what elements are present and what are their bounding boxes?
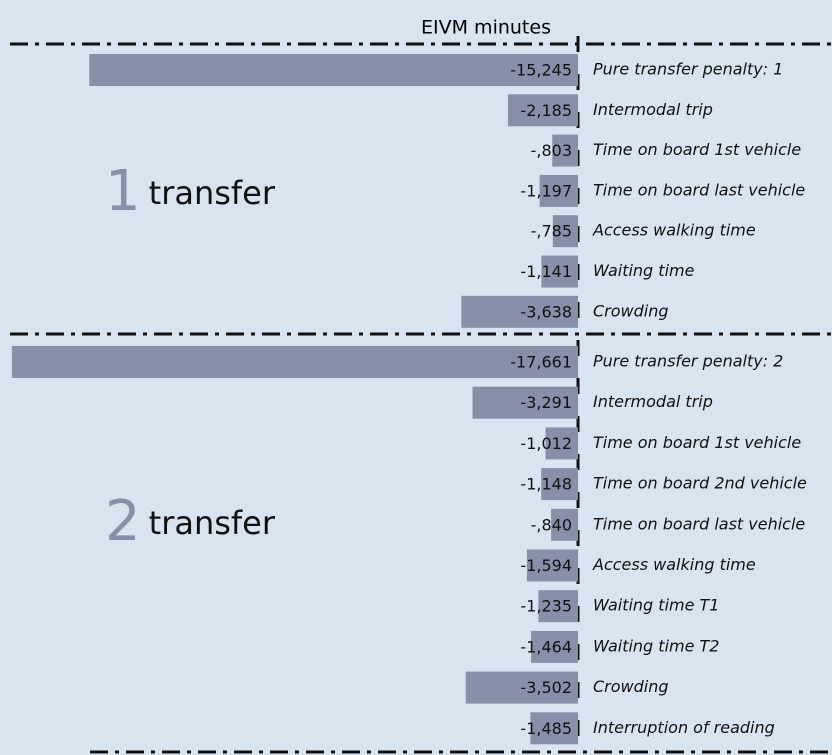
bar: [541, 255, 578, 288]
bar: [11, 346, 579, 378]
category-label: Time on board last vehicle: [593, 180, 805, 199]
category-label: Crowding: [593, 677, 669, 696]
value-label: -3,291: [520, 393, 572, 412]
bar: [541, 468, 578, 501]
group-number: 2: [105, 489, 141, 554]
group-text: transfer: [149, 504, 276, 542]
bar: [552, 134, 578, 167]
value-label: -1,197: [520, 181, 572, 200]
group-text: transfer: [149, 174, 276, 212]
category-label: Time on board last vehicle: [593, 514, 805, 533]
bar: [552, 215, 578, 248]
bar: [472, 386, 578, 419]
value-label: -3,502: [520, 678, 572, 697]
bar: [531, 630, 578, 663]
bar: [507, 94, 578, 127]
value-label: -,840: [531, 515, 572, 534]
value-label: -3,638: [520, 302, 572, 321]
value-label: -1,141: [520, 262, 572, 281]
category-label: Access walking time: [592, 555, 756, 574]
group-number: 1: [105, 159, 141, 224]
value-label: -1,594: [520, 556, 572, 575]
value-label: -1,012: [520, 434, 572, 453]
value-label: -,785: [531, 222, 572, 241]
category-label: Waiting time T1: [593, 596, 719, 615]
value-label: -1,148: [520, 475, 572, 494]
category-label: Intermodal trip: [593, 100, 713, 119]
category-label: Time on board 1st vehicle: [593, 140, 801, 159]
bar: [461, 295, 578, 328]
value-label: -15,245: [510, 61, 572, 80]
bar: [530, 712, 578, 745]
value-label: -2,185: [520, 101, 572, 120]
bar: [526, 549, 578, 582]
category-label: Time on board 2nd vehicle: [593, 474, 807, 493]
bar: [539, 174, 578, 207]
category-label: Crowding: [593, 301, 669, 320]
category-label: Time on board 1st vehicle: [593, 433, 801, 452]
value-label: -1,485: [520, 719, 572, 738]
category-label: Intermodal trip: [593, 392, 713, 411]
category-label: Pure transfer penalty: 2: [593, 352, 783, 371]
category-label: Pure transfer penalty: 1: [593, 60, 783, 79]
value-label: -,803: [531, 141, 572, 160]
value-label: -1,464: [520, 637, 572, 656]
bar: [465, 671, 578, 704]
category-label: Access walking time: [592, 221, 756, 240]
value-label: -1,235: [520, 597, 572, 616]
bar: [538, 590, 578, 623]
bar: [551, 508, 578, 541]
axis-title: EIVM minutes: [421, 17, 551, 39]
bar: [545, 427, 578, 460]
category-label: Interruption of reading: [593, 718, 775, 737]
category-label: Waiting time T2: [593, 636, 719, 655]
bar: [89, 54, 579, 86]
category-label: Waiting time: [593, 261, 695, 280]
value-label: -17,661: [510, 353, 572, 372]
group-label: 2 transfer: [105, 489, 276, 554]
group-label: 1 transfer: [105, 159, 276, 224]
